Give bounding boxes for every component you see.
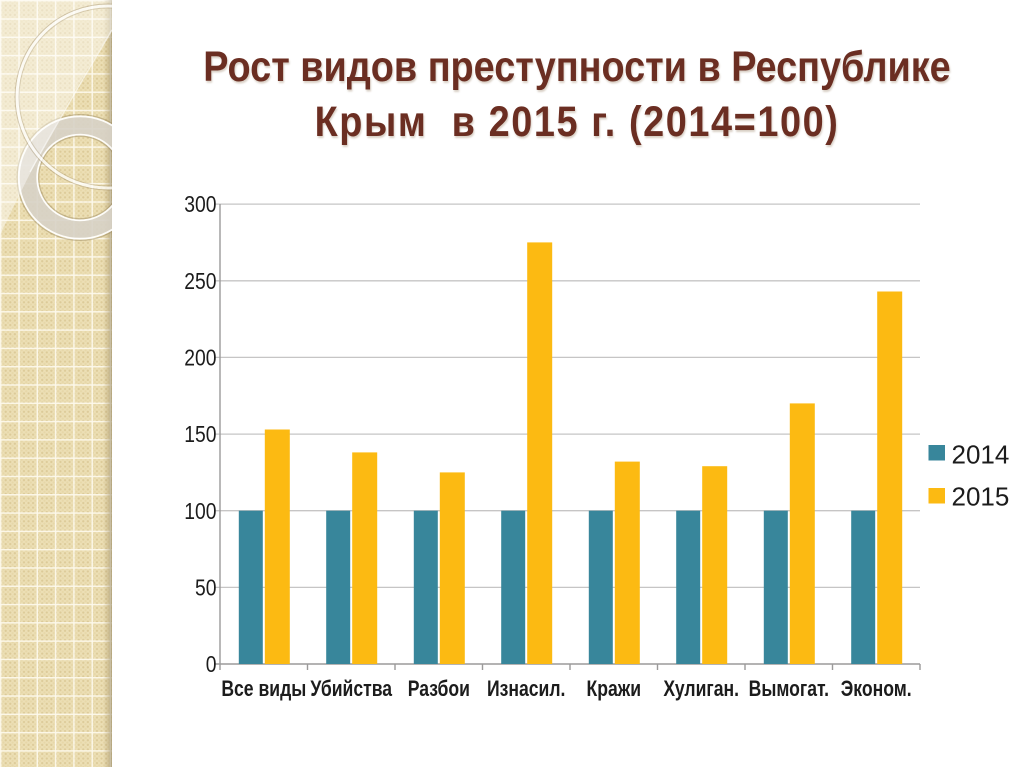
svg-text:50: 50 — [195, 576, 216, 601]
svg-text:Кражи: Кражи — [587, 677, 642, 701]
svg-text:Хулиган.: Хулиган. — [663, 677, 739, 701]
svg-text:Изнасил.: Изнасил. — [487, 677, 565, 701]
svg-text:2015: 2015 — [952, 482, 1010, 512]
svg-text:250: 250 — [184, 269, 216, 294]
svg-text:100: 100 — [184, 499, 216, 524]
svg-text:Эконом.: Эконом. — [841, 677, 912, 701]
svg-text:Все виды: Все виды — [221, 677, 306, 701]
svg-text:150: 150 — [184, 423, 216, 448]
svg-text:300: 300 — [184, 193, 216, 218]
svg-text:200: 200 — [184, 346, 216, 371]
svg-text:Разбои: Разбои — [408, 677, 470, 701]
svg-text:Вымогат.: Вымогат. — [749, 677, 829, 701]
svg-text:Убийства: Убийства — [310, 677, 393, 701]
svg-text:0: 0 — [206, 653, 217, 678]
svg-text:2014: 2014 — [952, 440, 1010, 470]
